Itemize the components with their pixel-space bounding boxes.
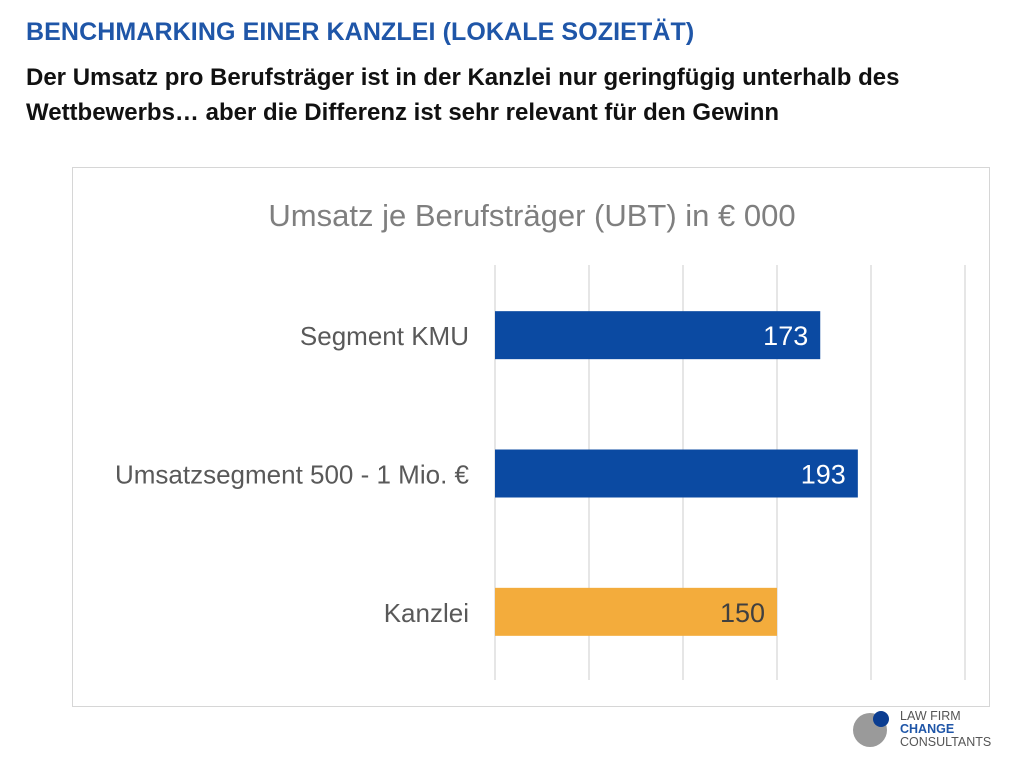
category-label: Umsatzsegment 500 - 1 Mio. € <box>115 460 470 490</box>
bar-value-label: 150 <box>720 598 765 628</box>
bar-chart: Umsatz je Berufsträger (UBT) in € 000 173… <box>115 198 966 680</box>
logo-blue-circle-icon <box>873 711 889 727</box>
bar <box>495 449 858 498</box>
bar <box>495 587 777 636</box>
category-label: Segment KMU <box>300 321 469 351</box>
logo-text: LAW FIRM CHANGE CONSULTANTS <box>900 710 991 749</box>
chart-title: Umsatz je Berufsträger (UBT) in € 000 <box>268 198 795 233</box>
slide-subtitle: Der Umsatz pro Berufsträger ist in der K… <box>26 64 900 126</box>
logo-line-2: CHANGE <box>900 722 955 736</box>
bar-value-label: 173 <box>763 321 808 351</box>
logo-line-1: LAW FIRM <box>900 709 961 723</box>
company-logo <box>853 711 889 747</box>
slide-title: BENCHMARKING EINER KANZLEI (LOKALE SOZIE… <box>26 18 695 46</box>
logo-line-3: CONSULTANTS <box>900 735 992 749</box>
bar-value-label: 193 <box>801 460 846 490</box>
chart-frame: Umsatz je Berufsträger (UBT) in € 000 173… <box>72 167 990 707</box>
category-label: Kanzlei <box>384 598 469 628</box>
bar <box>495 311 821 360</box>
